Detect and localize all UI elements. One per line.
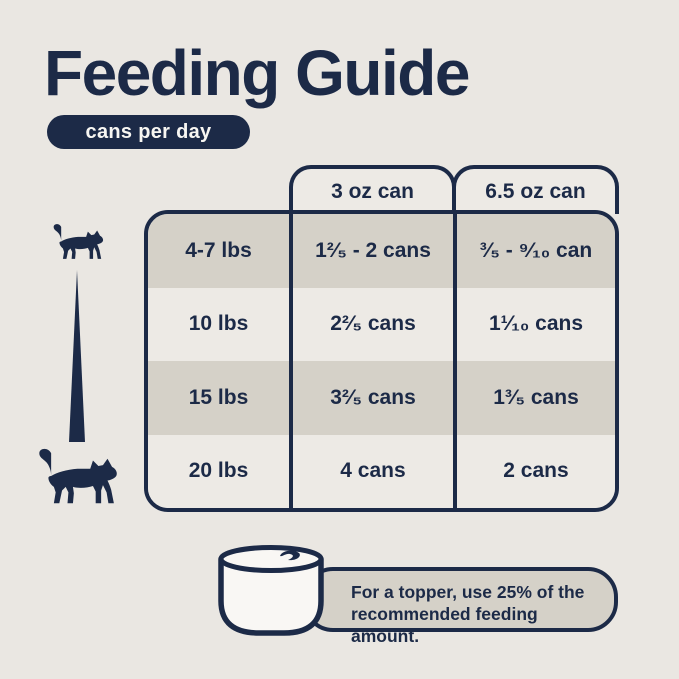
- cans-per-day-badge: cans per day: [47, 115, 250, 149]
- table-row: 20 lbs 4 cans 2 cans: [148, 434, 615, 508]
- table-row: 10 lbs 2²⁄₅ cans 1¹⁄₁₀ cans: [148, 287, 615, 361]
- can-icon: [218, 545, 324, 636]
- feeding-table: 4-7 lbs 1²⁄₅ - 2 cans ³⁄₅ - ⁹⁄₁₀ can 10 …: [144, 210, 619, 512]
- size-scale-triangle-icon: [69, 270, 85, 442]
- column-header-3oz-can: 3 oz can: [289, 165, 456, 214]
- row-label-weight: 15 lbs: [188, 385, 249, 409]
- row-label-weight: 10 lbs: [188, 312, 249, 336]
- page-title: Feeding Guide: [44, 37, 470, 109]
- topper-note-line2: recommended feeding amount.: [351, 604, 538, 646]
- table-cell-6-5oz: ³⁄₅ - ⁹⁄₁₀ can: [453, 214, 615, 288]
- table-cell-6-5oz: 2 cans: [453, 434, 615, 508]
- table-cell-3oz: 1²⁄₅ - 2 cans: [289, 214, 453, 288]
- table-cell-6-5oz: 1³⁄₅ cans: [453, 361, 615, 435]
- table-cell-3oz: 2²⁄₅ cans: [289, 287, 453, 361]
- topper-note-line1: For a topper, use 25% of the: [351, 582, 585, 602]
- table-row: 15 lbs 3²⁄₅ cans 1³⁄₅ cans: [148, 361, 615, 435]
- row-label-weight: 20 lbs: [188, 459, 249, 483]
- table-cell-3oz: 4 cans: [289, 434, 453, 508]
- row-label-weight: 4-7 lbs: [185, 238, 252, 262]
- large-cat-icon: [39, 448, 117, 504]
- table-row: 4-7 lbs 1²⁄₅ - 2 cans ³⁄₅ - ⁹⁄₁₀ can: [148, 214, 615, 288]
- table-cell-3oz: 3²⁄₅ cans: [289, 361, 453, 435]
- column-header-6-5oz-can: 6.5 oz can: [452, 165, 619, 214]
- table-cell-6-5oz: 1¹⁄₁₀ cans: [453, 287, 615, 361]
- topper-note: For a topper, use 25% of the recommended…: [303, 567, 618, 646]
- small-cat-icon: [53, 224, 104, 259]
